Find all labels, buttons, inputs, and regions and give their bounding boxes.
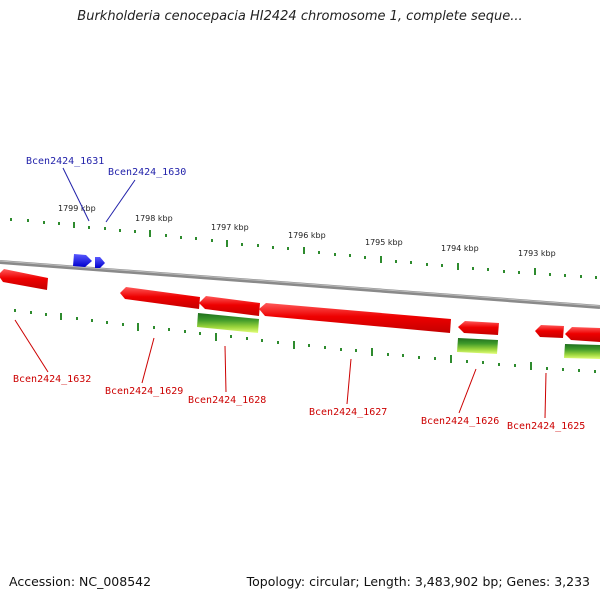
- scale-label: 1793 kbp: [518, 249, 556, 258]
- rna-feature-bcen2424-1626[interactable]: [457, 338, 498, 354]
- gene-arrow-bcen2424-1627[interactable]: [259, 303, 451, 333]
- gene-arrow-bcen2424-1630[interactable]: [95, 257, 105, 268]
- reverse-genes: [0, 269, 600, 342]
- scale-label: 1794 kbp: [441, 244, 479, 253]
- scale-label: 1795 kbp: [365, 238, 403, 247]
- gene-arrow-edge[interactable]: [565, 327, 600, 342]
- scale-label: 1798 kbp: [135, 214, 173, 223]
- rna-feature-bcen2424-1628[interactable]: [197, 313, 259, 333]
- gene-label[interactable]: Bcen2424_1629: [105, 386, 183, 397]
- forward-genes: [73, 254, 105, 268]
- lower-tick-track: [14, 309, 596, 373]
- gene-label[interactable]: Bcen2424_1625: [507, 421, 585, 432]
- chromosome-backbone: [0, 260, 600, 309]
- gene-label[interactable]: Bcen2424_1630: [108, 167, 186, 178]
- leader-lines: [14, 167, 547, 419]
- gene-label[interactable]: Bcen2424_1632: [13, 374, 91, 385]
- gene-label[interactable]: Bcen2424_1631: [26, 156, 104, 167]
- map-title: Burkholderia cenocepacia HI2424 chromoso…: [77, 9, 523, 24]
- scale-label: 1796 kbp: [288, 231, 326, 240]
- rna-features: [197, 313, 600, 359]
- rna-feature-bcen2424-1625[interactable]: [564, 344, 600, 359]
- gene-label[interactable]: Bcen2424_1626: [421, 416, 499, 427]
- gene-arrow-bcen2424-1625[interactable]: [535, 325, 564, 338]
- gene-labels: Bcen2424_1631 Bcen2424_1630 Bcen2424_163…: [13, 156, 585, 432]
- gene-arrow-bcen2424-1628[interactable]: [199, 296, 260, 316]
- topology-summary: Topology: circular; Length: 3,483,902 bp…: [246, 574, 590, 589]
- gene-arrow-bcen2424-1632[interactable]: [0, 269, 48, 290]
- upper-tick-track: [10, 218, 597, 279]
- gene-arrow-bcen2424-1631[interactable]: [73, 254, 92, 267]
- scale-labels: 1799 kbp 1798 kbp 1797 kbp 1796 kbp 1795…: [58, 204, 556, 258]
- accession-text: Accession: NC_008542: [9, 574, 152, 589]
- scale-label: 1799 kbp: [58, 204, 96, 213]
- gene-label[interactable]: Bcen2424_1627: [309, 407, 387, 418]
- gene-label[interactable]: Bcen2424_1628: [188, 395, 266, 406]
- gene-arrow-bcen2424-1629[interactable]: [120, 287, 200, 309]
- scale-label: 1797 kbp: [211, 223, 249, 232]
- gene-arrow-bcen2424-1626[interactable]: [458, 321, 499, 335]
